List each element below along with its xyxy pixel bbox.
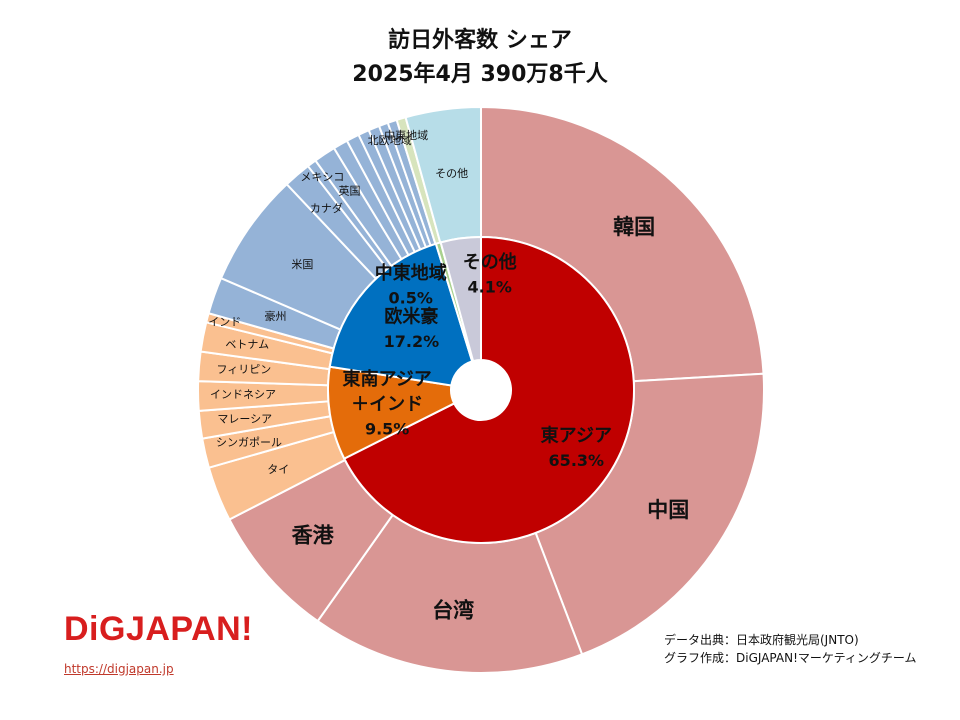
- outer-label-15: 英国: [338, 184, 360, 198]
- inner-pct-label-4: 4.1%: [468, 277, 512, 296]
- outer-label-1: 中国: [647, 498, 689, 522]
- inner-name-label-2-0: 欧米豪: [384, 305, 438, 327]
- inner-name-label-3-0: 中東地域: [375, 262, 447, 284]
- outer-label-10: インド: [208, 315, 241, 328]
- inner-slice-2: [328, 242, 474, 387]
- outer-label-12: 米国: [291, 258, 313, 271]
- inner-slice-0: [342, 235, 635, 544]
- outer-label-20: 北欧地域: [368, 134, 412, 147]
- outer-label-23: その他: [435, 167, 468, 180]
- chart-credit-note: グラフ作成：DiGJAPAN!マーケティングチーム: [664, 651, 917, 665]
- inner-name-label-1-0: 東南アジア: [343, 368, 432, 390]
- outer-label-9: ベトナム: [225, 338, 269, 351]
- website-link[interactable]: https://digjapan.jp: [64, 662, 174, 676]
- digjapan-logo: DiGJAPAN!: [64, 610, 253, 648]
- outer-label-13: カナダ: [310, 201, 343, 215]
- inner-slice-1: [327, 365, 456, 460]
- outer-label-7: インドネシア: [210, 388, 276, 401]
- inner-pct-label-2: 17.2%: [384, 332, 440, 351]
- inner-pct-label-3: 0.5%: [389, 289, 433, 308]
- outer-label-0: 韓国: [613, 215, 655, 239]
- outer-label-22: 中東地域: [384, 129, 428, 142]
- outer-label-2: 台湾: [432, 598, 474, 622]
- chart-subtitle: 2025年4月 390万8千人: [352, 62, 608, 87]
- outer-label-6: マレーシア: [217, 412, 272, 425]
- inner-name-label-0-0: 東アジア: [541, 424, 612, 446]
- inner-pct-label-0: 65.3%: [549, 451, 605, 470]
- inner-pct-label-1: 9.5%: [365, 419, 409, 438]
- outer-label-5: シンガポール: [216, 436, 282, 449]
- outer-label-8: フィリピン: [216, 363, 271, 376]
- outer-label-14: メキシコ: [300, 171, 344, 184]
- inner-name-label-1-1: ＋インド: [351, 394, 423, 415]
- inner-name-label-4-0: その他: [463, 251, 517, 273]
- inner-slice-4: [439, 235, 482, 363]
- chart-title: 訪日外客数 シェア: [388, 28, 572, 53]
- outer-label-11: 豪州: [265, 309, 287, 323]
- outer-label-3: 香港: [292, 523, 335, 547]
- data-source-note: データ出典：日本政府観光局(JNTO): [664, 633, 859, 647]
- outer-label-4: タイ: [267, 463, 289, 476]
